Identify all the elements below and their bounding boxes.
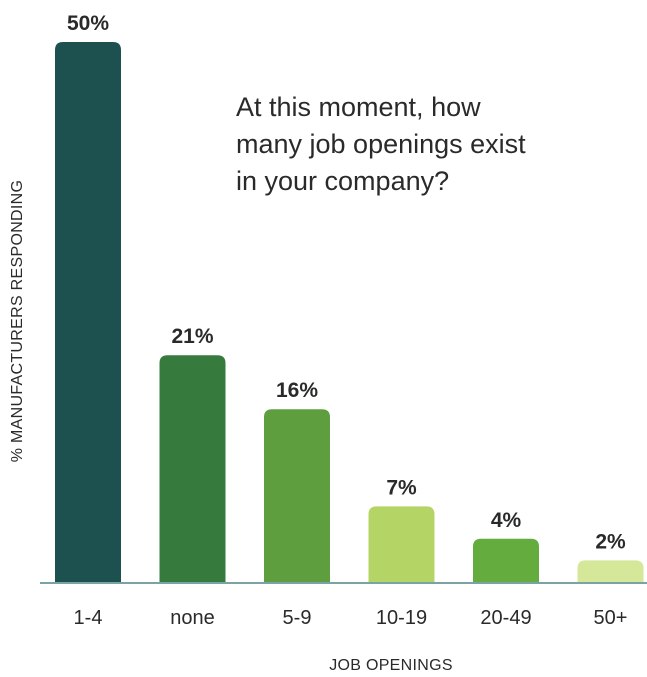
bar-50+: [577, 560, 644, 582]
value-label-5-9: 16%: [276, 379, 318, 402]
bar-20-49: [473, 538, 539, 582]
x-tick-none: none: [170, 607, 215, 629]
x-tick-10-19: 10-19: [376, 607, 427, 629]
value-label-1-4: 50%: [67, 12, 109, 35]
x-tick-1-4: 1-4: [74, 607, 103, 629]
bar-5-9: [264, 409, 330, 582]
x-axis-title: JOB OPENINGS: [329, 657, 453, 674]
y-axis-title: % MANUFACTURERS RESPONDING: [9, 180, 26, 463]
x-tick-labels-group: 1-4 none 5-9 10-19 20-49 50+: [74, 607, 628, 629]
chart-title-line-1: At this moment, how: [236, 92, 481, 122]
value-label-50+: 2%: [595, 530, 626, 553]
x-tick-5-9: 5-9: [283, 607, 312, 629]
value-label-10-19: 7%: [386, 476, 417, 499]
chart-title-line-3: in your company?: [236, 166, 449, 196]
chart-title: At this moment, how many job openings ex…: [236, 92, 533, 196]
bar-none: [159, 355, 226, 582]
value-label-none: 21%: [171, 325, 213, 348]
chart-title-line-2: many job openings exist: [236, 129, 526, 159]
bars-group: [55, 42, 644, 582]
bar-10-19: [368, 506, 435, 582]
x-tick-20-49: 20-49: [480, 607, 531, 629]
value-label-20-49: 4%: [491, 509, 522, 532]
x-tick-50+: 50+: [594, 607, 628, 629]
value-labels-group: 50% 21% 16% 7% 4% 2%: [67, 12, 626, 553]
bar-1-4: [55, 42, 121, 582]
